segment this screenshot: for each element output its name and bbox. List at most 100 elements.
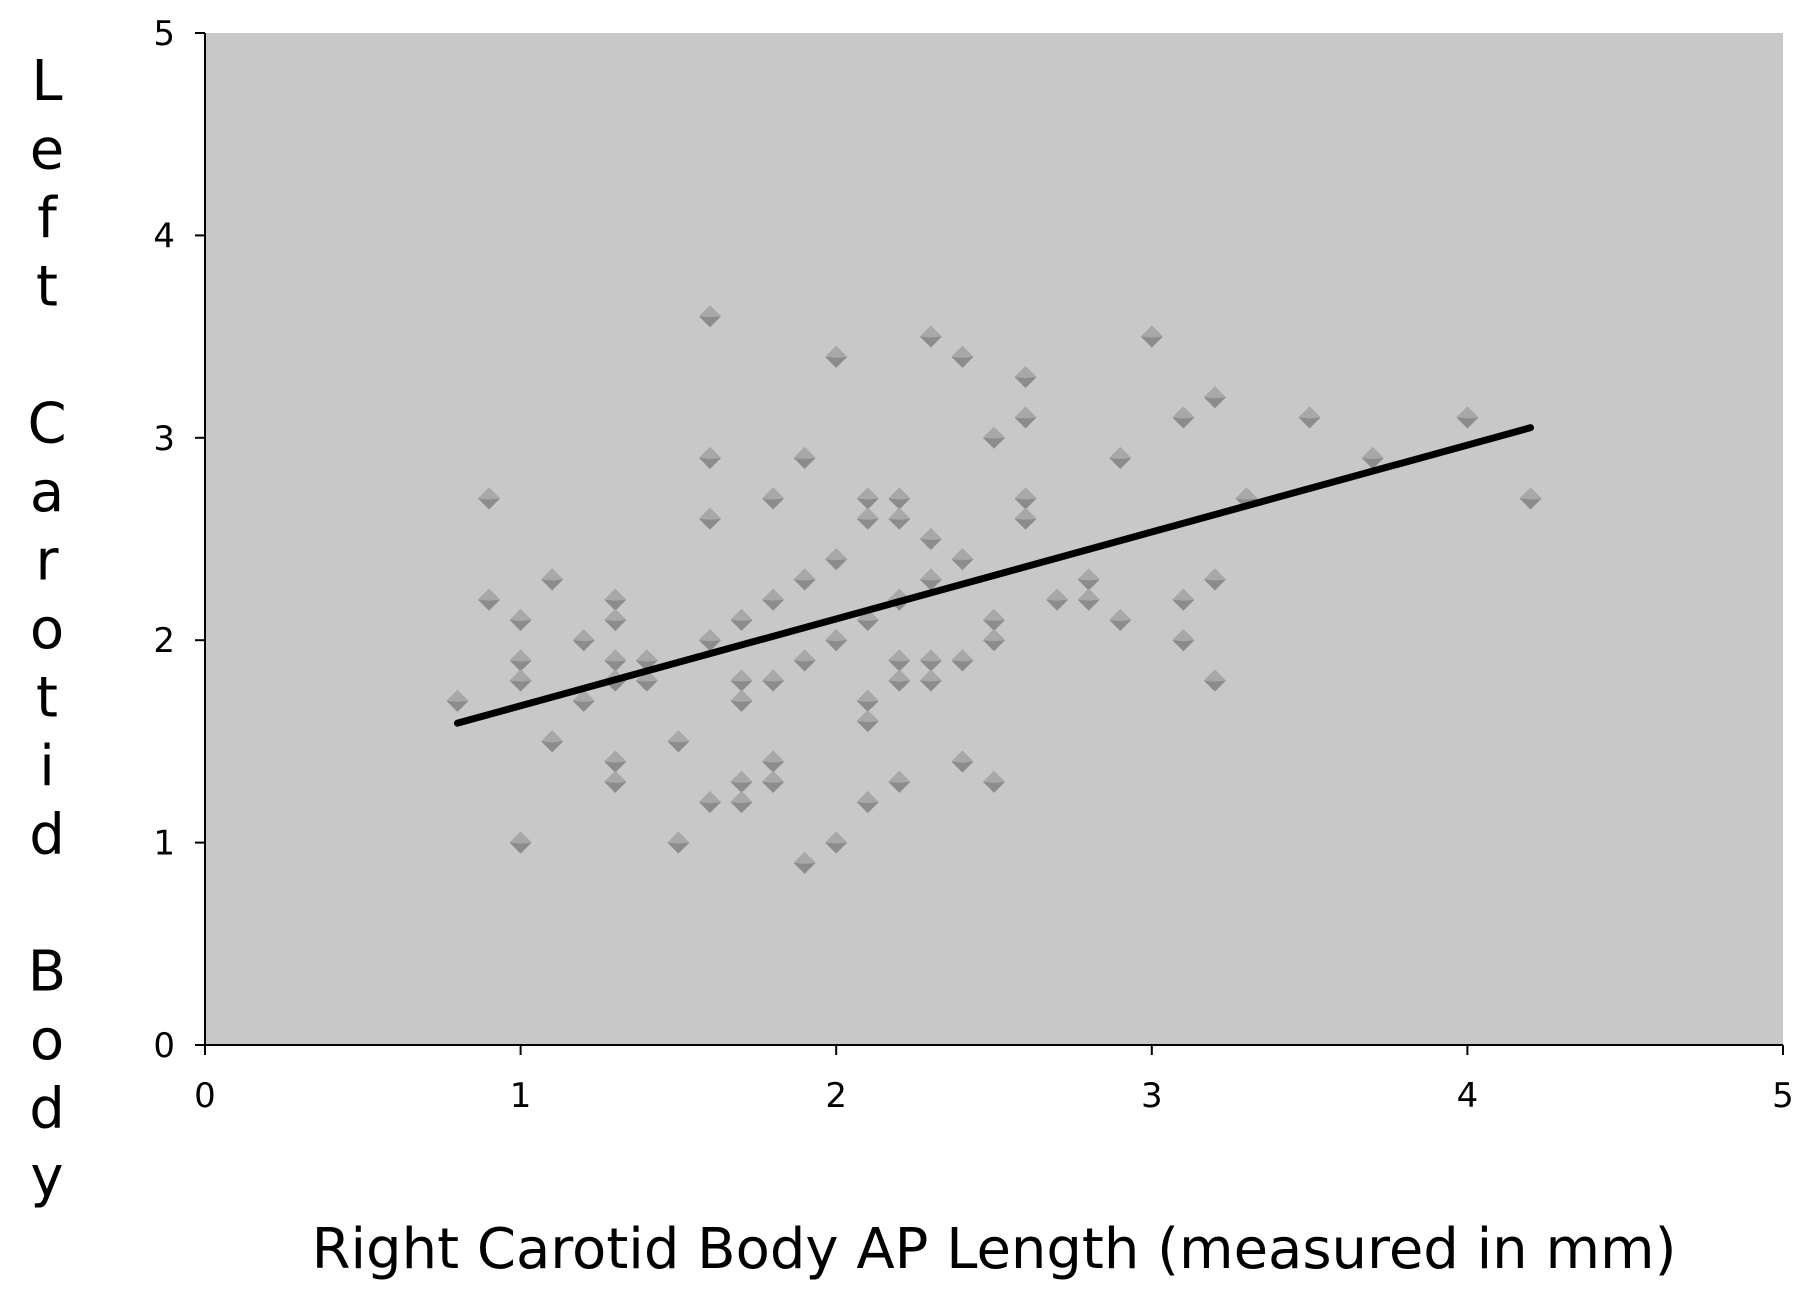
point-highlight <box>1046 588 1069 601</box>
point-highlight <box>1014 406 1037 419</box>
data-point <box>1361 447 1384 470</box>
point-highlight <box>1172 406 1195 419</box>
point-highlight <box>698 507 721 520</box>
data-point <box>509 649 532 672</box>
data-point <box>1077 588 1100 611</box>
point-highlight <box>919 649 942 662</box>
point-highlight <box>1361 447 1384 460</box>
point-highlight <box>1077 568 1100 581</box>
data-point <box>888 507 911 530</box>
data-point <box>509 831 532 854</box>
data-point <box>983 426 1005 449</box>
point-highlight <box>825 629 848 642</box>
point-highlight <box>1077 588 1100 601</box>
x-tick-label: 3 <box>1141 1076 1163 1116</box>
point-highlight <box>919 325 942 338</box>
data-point <box>698 791 721 814</box>
data-point <box>698 447 721 470</box>
point-highlight <box>698 791 721 804</box>
data-point <box>1519 487 1542 510</box>
data-point <box>888 669 911 692</box>
point-highlight <box>667 730 690 743</box>
point-highlight <box>856 791 879 804</box>
data-point <box>951 345 974 368</box>
point-highlight <box>1014 507 1037 520</box>
data-point <box>730 689 753 712</box>
point-highlight <box>1109 447 1132 460</box>
data-point <box>1203 669 1226 692</box>
point-highlight <box>762 588 785 601</box>
point-highlight <box>1235 487 1258 500</box>
data-point <box>856 487 879 510</box>
data-point <box>1046 588 1069 611</box>
data-point <box>951 548 974 571</box>
point-highlight <box>888 770 911 783</box>
point-highlight <box>1172 588 1195 601</box>
data-point <box>983 629 1005 652</box>
point-highlight <box>541 568 564 581</box>
point-highlight <box>604 770 627 783</box>
data-point <box>825 548 848 571</box>
y-axis-label-letter: o <box>30 1008 64 1073</box>
data-point <box>825 831 848 854</box>
point-highlight <box>762 770 785 783</box>
point-highlight <box>856 689 879 702</box>
data-point <box>730 669 753 692</box>
data-point <box>509 608 532 631</box>
point-highlight <box>856 507 879 520</box>
point-highlight <box>730 791 753 804</box>
point-highlight <box>1456 406 1479 419</box>
data-point <box>762 770 785 793</box>
point-highlight <box>635 649 658 662</box>
point-highlight <box>604 750 627 763</box>
data-point <box>478 588 501 611</box>
point-highlight <box>762 487 785 500</box>
data-point <box>1109 608 1132 631</box>
data-point <box>604 608 627 631</box>
data-point <box>856 689 879 712</box>
point-highlight <box>762 669 785 682</box>
point-highlight <box>1172 629 1195 642</box>
point-highlight <box>730 770 753 783</box>
data-point <box>446 689 469 712</box>
point-highlight <box>698 305 721 318</box>
plot-area <box>205 33 1783 1045</box>
point-highlight <box>983 770 1005 783</box>
data-point <box>509 669 532 692</box>
point-highlight <box>1014 366 1037 379</box>
point-highlight <box>951 649 974 662</box>
data-point <box>1014 366 1037 389</box>
point-highlight <box>730 669 753 682</box>
point-highlight <box>604 588 627 601</box>
data-point <box>730 608 753 631</box>
data-point <box>888 649 911 672</box>
data-point <box>730 770 753 793</box>
y-axis-label-letter: d <box>29 1077 65 1142</box>
data-point <box>698 629 721 652</box>
x-tick-label: 0 <box>194 1076 216 1116</box>
point-highlight <box>478 588 501 601</box>
y-axis-label-letter: a <box>30 460 64 525</box>
data-point <box>983 608 1005 631</box>
point-highlight <box>888 487 911 500</box>
point-highlight <box>856 487 879 500</box>
y-axis-label-letter: o <box>30 597 64 662</box>
point-highlight <box>888 669 911 682</box>
data-point <box>793 447 816 470</box>
point-highlight <box>793 568 816 581</box>
y-ticks: 0 1 2 3 4 5 <box>153 14 205 1066</box>
data-point <box>825 345 848 368</box>
y-tick-label: 4 <box>153 216 175 256</box>
y-axis-label-letter: B <box>28 940 66 1005</box>
point-highlight <box>1014 487 1037 500</box>
data-point <box>793 649 816 672</box>
point-highlight <box>983 608 1005 621</box>
data-point <box>1456 406 1479 429</box>
point-highlight <box>793 447 816 460</box>
data-point <box>762 669 785 692</box>
data-point <box>1203 568 1226 591</box>
point-highlight <box>572 629 595 642</box>
point-highlight <box>635 669 658 682</box>
data-point <box>667 730 690 753</box>
data-point <box>1172 629 1195 652</box>
